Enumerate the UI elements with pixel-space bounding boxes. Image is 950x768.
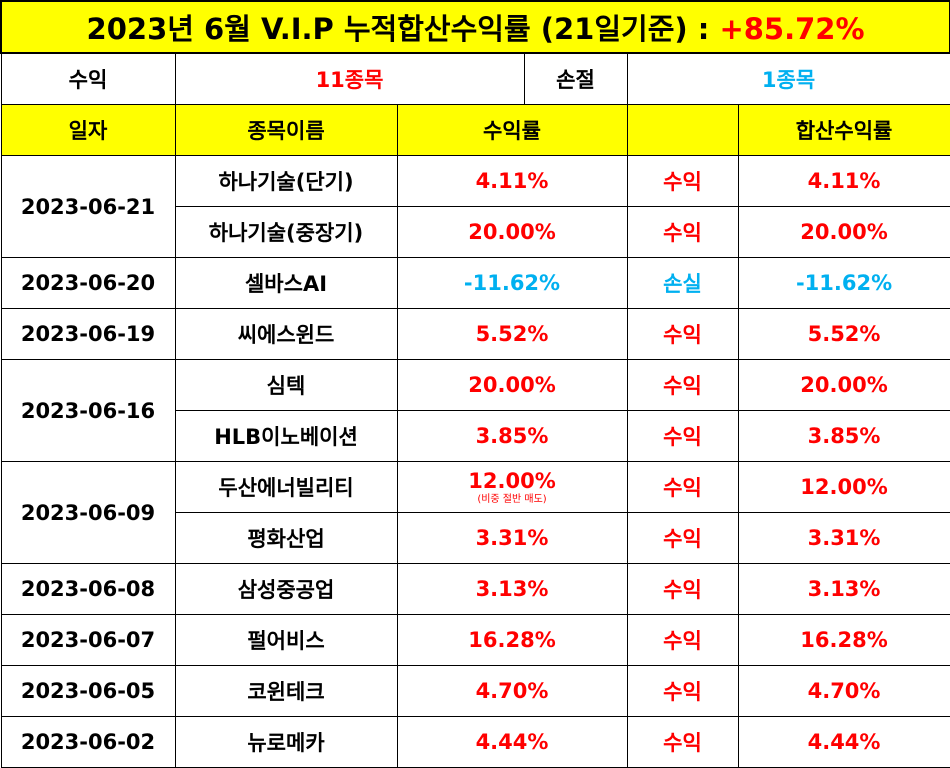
result-cell: 수익 bbox=[626, 716, 739, 768]
rate-cell: 3.31% bbox=[396, 512, 628, 564]
table-row: 2023-06-20 셀바스AI -11.62% 손실 -11.62% bbox=[0, 257, 950, 309]
profit-count: 11종목 bbox=[174, 52, 525, 105]
rate-cell: 20.00% bbox=[396, 359, 628, 411]
result-cell: 수익 bbox=[626, 308, 739, 360]
rate-cell: 4.44% bbox=[396, 716, 628, 768]
stock-name-cell: 심텍 bbox=[174, 359, 398, 411]
profit-label: 수익 bbox=[0, 52, 176, 105]
cumulative-cell: -11.62% bbox=[737, 257, 950, 309]
table-row: 2023-06-21 하나기술(단기) 4.11% 수익 4.11% bbox=[0, 155, 950, 258]
date-cell: 2023-06-09 bbox=[0, 461, 176, 564]
rate-cell: 4.11% bbox=[396, 155, 628, 207]
date-cell: 2023-06-05 bbox=[0, 665, 176, 717]
date-cell: 2023-06-08 bbox=[0, 563, 176, 615]
stock-name-cell: 셀바스AI bbox=[174, 257, 398, 309]
rate-cell: 20.00% bbox=[396, 206, 628, 258]
rate-value: 12.00% bbox=[468, 469, 556, 493]
result-cell: 수익 bbox=[626, 359, 739, 411]
date-cell: 2023-06-21 bbox=[0, 155, 176, 258]
table-row: 2023-06-02 뉴로메카 4.44% 수익 4.44% bbox=[0, 716, 950, 768]
cumulative-cell: 20.00% bbox=[737, 206, 950, 258]
title-row: 2023년 6월 V.I.P 누적합산수익률 (21일기준) : +85.72% bbox=[0, 0, 950, 54]
stock-name-cell: 펄어비스 bbox=[174, 614, 398, 666]
stock-name-cell: 코윈테크 bbox=[174, 665, 398, 717]
date-cell: 2023-06-20 bbox=[0, 257, 176, 309]
rate-cell: 4.70% bbox=[396, 665, 628, 717]
table-row: 평화산업 3.31% 수익 3.31% bbox=[1, 512, 950, 564]
date-cell: 2023-06-02 bbox=[0, 716, 176, 768]
date-cell: 2023-06-19 bbox=[0, 308, 176, 360]
table-row: 2023-06-08 삼성중공업 3.13% 수익 3.13% bbox=[0, 563, 950, 615]
loss-count: 1종목 bbox=[626, 52, 950, 105]
cumulative-cell: 3.13% bbox=[737, 563, 950, 615]
loss-label: 손절 bbox=[523, 52, 628, 105]
table-row: HLB이노베이션 3.85% 수익 3.85% bbox=[1, 410, 950, 462]
result-cell: 수익 bbox=[626, 461, 739, 513]
cumulative-cell: 3.85% bbox=[737, 410, 950, 462]
stock-name-cell: 삼성중공업 bbox=[174, 563, 398, 615]
table-row: 2023-06-16 심텍 20.00% 수익 20.00% bbox=[0, 359, 950, 462]
result-cell: 손실 bbox=[626, 257, 739, 309]
header-date: 일자 bbox=[0, 104, 176, 156]
table-row: 2023-06-07 펄어비스 16.28% 수익 16.28% bbox=[0, 614, 950, 666]
cumulative-cell: 20.00% bbox=[737, 359, 950, 411]
title-text: 2023년 6월 V.I.P 누적합산수익률 (21일기준) : bbox=[86, 12, 710, 46]
stock-name-cell: 씨에스윈드 bbox=[174, 308, 398, 360]
cumulative-cell: 5.52% bbox=[737, 308, 950, 360]
cumulative-cell: 4.70% bbox=[737, 665, 950, 717]
rate-cell: 3.85% bbox=[396, 410, 628, 462]
header-stock-name: 종목이름 bbox=[174, 104, 398, 156]
rate-note: (비중 절반 매도) bbox=[477, 494, 547, 505]
result-cell: 수익 bbox=[626, 563, 739, 615]
table-row: 2023-06-09 두산에너빌리티 12.00% (비중 절반 매도) 수익 12.00… bbox=[0, 461, 950, 564]
rate-cell: -11.62% bbox=[396, 257, 628, 309]
cumulative-cell: 4.44% bbox=[737, 716, 950, 768]
stock-name-cell: 하나기술(중장기) bbox=[174, 206, 398, 258]
page-title: 2023년 6월 V.I.P 누적합산수익률 (21일기준) : +85.72% bbox=[0, 0, 950, 54]
rate-cell: 12.00% (비중 절반 매도) bbox=[396, 461, 628, 513]
stock-name-cell: HLB이노베이션 bbox=[174, 410, 398, 462]
summary-row: 수익 11종목 손절 1종목 bbox=[0, 52, 950, 105]
header-cumulative: 합산수익률 bbox=[737, 104, 950, 156]
stock-name-cell: 뉴로메카 bbox=[174, 716, 398, 768]
result-cell: 수익 bbox=[626, 665, 739, 717]
stock-name-cell: 평화산업 bbox=[174, 512, 398, 564]
table-row: 2023-06-19 씨에스윈드 5.52% 수익 5.52% bbox=[0, 308, 950, 360]
header-rate: 수익률 bbox=[396, 104, 628, 156]
cumulative-cell: 4.11% bbox=[737, 155, 950, 207]
result-cell: 수익 bbox=[626, 155, 739, 207]
result-cell: 수익 bbox=[626, 614, 739, 666]
result-cell: 수익 bbox=[626, 410, 739, 462]
header-row: 일자 종목이름 수익률 합산수익률 bbox=[0, 104, 950, 156]
rate-cell: 16.28% bbox=[396, 614, 628, 666]
cumulative-cell: 12.00% bbox=[737, 461, 950, 513]
rate-cell: 3.13% bbox=[396, 563, 628, 615]
result-cell: 수익 bbox=[626, 206, 739, 258]
date-cell: 2023-06-07 bbox=[0, 614, 176, 666]
result-cell: 수익 bbox=[626, 512, 739, 564]
stock-name-cell: 두산에너빌리티 bbox=[174, 461, 398, 513]
cumulative-cell: 16.28% bbox=[737, 614, 950, 666]
table-row: 2023-06-05 코윈테크 4.70% 수익 4.70% bbox=[0, 665, 950, 717]
header-result bbox=[626, 104, 739, 156]
stock-name-cell: 하나기술(단기) bbox=[174, 155, 398, 207]
total-rate: +85.72% bbox=[719, 12, 865, 46]
rate-cell: 5.52% bbox=[396, 308, 628, 360]
date-cell: 2023-06-16 bbox=[0, 359, 176, 462]
cumulative-cell: 3.31% bbox=[737, 512, 950, 564]
